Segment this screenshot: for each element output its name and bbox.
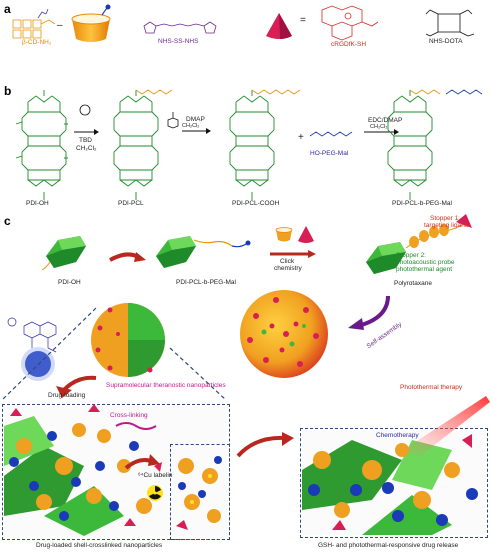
- beta-cd-cup-icon: [71, 4, 111, 42]
- minus-sign: –: [57, 20, 63, 31]
- pdi-pcl-label: PDI-PCL: [118, 200, 144, 207]
- nhs-dota-structure: [425, 9, 475, 37]
- crgdk-structure: [321, 5, 379, 41]
- nhs-dota-label: NHS-DOTA: [429, 38, 463, 45]
- chemistry-label: chemistry: [274, 265, 302, 272]
- stopper1-desc: targeting ligand: [424, 222, 469, 229]
- step2-arrow: [182, 128, 211, 134]
- stopper2-title: Stopper 2:: [396, 252, 426, 259]
- click-label: Click: [280, 258, 295, 265]
- stopper2-desc1: photoacoustic probe: [396, 259, 455, 266]
- pdi-pcl-b-peg-label: PDI-PCL-b-PEG-Mal: [392, 200, 452, 207]
- chemotherapy-label: Chemotherapy: [376, 432, 419, 439]
- crgdk-cone-icon: [266, 13, 292, 39]
- c-pdi-oh-label: PDI-OH: [58, 279, 81, 286]
- self-assembly-arrow: [348, 295, 390, 330]
- zoom-connector: [1, 307, 227, 401]
- stopper1-title: Stopper 1:: [430, 215, 460, 222]
- gsh-release-label: GSH- and photothermal-responsive drug re…: [318, 542, 459, 549]
- step2-reagent-bottom: CH₂Cl₂: [182, 123, 200, 129]
- release-arrow: [236, 432, 294, 458]
- half-nanoparticle: [91, 303, 165, 377]
- radiation-icon: [147, 485, 163, 501]
- step2-reagent-top: DMAP: [186, 116, 205, 123]
- c-pdi-pcl-peg-label: PDI-PCL-b-PEG-Mal: [176, 279, 236, 286]
- crosslink-arrow: [124, 454, 160, 470]
- supra-np-label: Supramolecular theranostic nanoparticles: [106, 382, 226, 389]
- step1-reagent-ring: [79, 104, 91, 116]
- pdi-pcl-cooh-structure: [229, 89, 301, 200]
- step1-arrow: [74, 129, 99, 135]
- step3-reagent-top: EDC/DMAP: [368, 117, 403, 124]
- crgdk-label: cRGDfK-SH: [331, 41, 367, 48]
- drug-loading-arrow: [56, 375, 97, 398]
- nanoparticle-sphere: [240, 290, 328, 378]
- plus-sign: +: [298, 132, 304, 143]
- pdi-oh-icon: [41, 236, 86, 271]
- panel-b-letter: b: [4, 84, 12, 98]
- panel-a-letter: a: [4, 2, 11, 16]
- step1-reagent-top: TBD: [79, 137, 92, 144]
- pdi-pcl-structure: [113, 89, 173, 200]
- crosslinked-zoom-scene: [172, 446, 227, 536]
- polyrotaxane-label: Polyrotaxane: [394, 280, 432, 287]
- polyrotaxane-icon: [366, 214, 472, 274]
- pdi-pcl-peg-icon: [156, 236, 251, 268]
- panel-c-letter: c: [4, 214, 11, 228]
- nhs-ss-nhs-label: NHS-SS-NHS: [158, 38, 199, 45]
- photothermal-beam: [400, 396, 490, 456]
- crosslinked-zoom-box: [170, 444, 230, 540]
- peg-reagent-label: HO-PEG-Mal: [310, 150, 349, 157]
- drug-release-scene: [302, 430, 485, 535]
- drug-release-box: [300, 428, 488, 538]
- peg-chain: [309, 131, 353, 137]
- click-cup-icon: [275, 227, 293, 242]
- arrow-pdi-to-peg: [109, 252, 146, 262]
- step1-reagent-bottom: CH₂Cl₂: [76, 145, 97, 152]
- crosslinking-label: Cross-linking: [110, 412, 148, 419]
- equals-sign: =: [300, 15, 306, 26]
- step2-reagent-ring: [167, 112, 179, 129]
- beta-cd-structure: [12, 8, 56, 39]
- step3-reagent-bottom: CH₂Cl₂: [370, 124, 388, 130]
- click-cone-icon: [298, 226, 314, 243]
- pdi-oh-label: PDI-OH: [26, 200, 49, 207]
- nhs-ss-nhs-structure: [143, 21, 217, 34]
- stopper2-desc2: photothermal agent: [396, 266, 453, 273]
- step3-arrow: [364, 129, 399, 135]
- beta-cd-label: β-CD-NH₂: [22, 39, 52, 46]
- pdi-oh-structure: [15, 90, 68, 200]
- drug-loaded-label: Drug-loaded shell-crosslinked nanopartic…: [36, 542, 163, 549]
- click-arrow: [270, 250, 316, 258]
- pdi-pcl-cooh-label: PDI-PCL-COOH: [232, 200, 280, 207]
- photothermal-label: Photothermal therapy: [400, 384, 463, 391]
- pdi-pcl-b-peg-structure: [387, 89, 483, 200]
- cu-labeling-label: ⁶⁴Cu labeling: [138, 472, 176, 479]
- drug-loading-label: Drug-loading: [48, 392, 86, 399]
